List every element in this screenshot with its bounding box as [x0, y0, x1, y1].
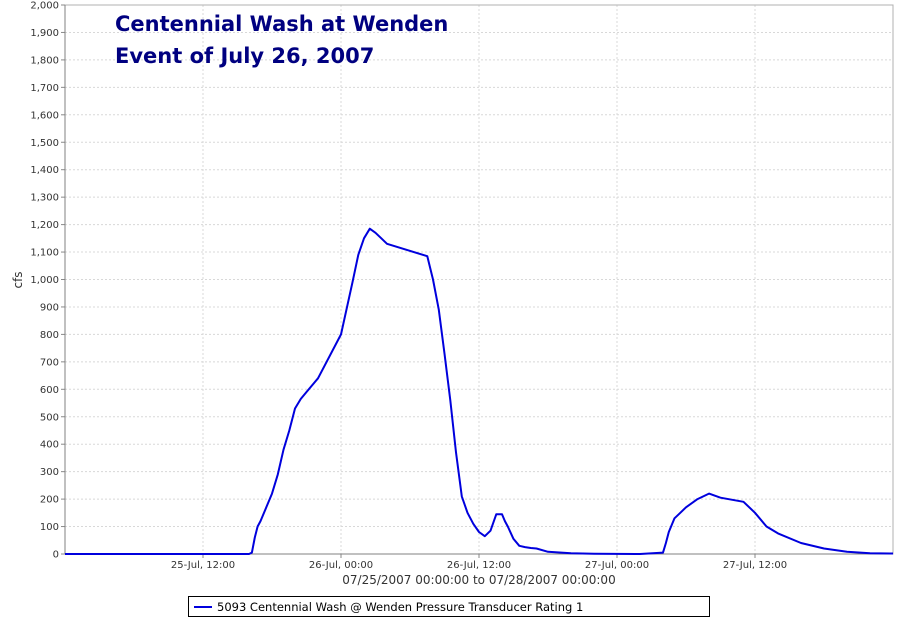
y-tick-label: 2,000 [30, 1, 59, 12]
y-axis-label: cfs [11, 271, 25, 288]
y-tick-label: 1,700 [30, 83, 59, 94]
chart-title-line-2: Event of July 26, 2007 [115, 44, 374, 68]
x-tick-label: 27-Jul, 00:00 [585, 560, 649, 571]
y-tick-label: 200 [40, 495, 59, 506]
y-axis: 0 100 200 300 400 500 600 700 800 900 1,000 1,100 1,… [30, 1, 66, 561]
y-tick-label: 1,800 [30, 55, 59, 66]
y-tick-label: 900 [40, 302, 59, 313]
series-line-0 [65, 227, 894, 555]
x-axis-label: 07/25/2007 00:00:00 to 07/28/2007 00:00:… [342, 573, 615, 587]
y-tick-label: 1,600 [30, 110, 59, 121]
x-tick-label: 27-Jul, 12:00 [723, 560, 787, 571]
y-tick-label: 700 [40, 357, 59, 368]
y-tick-label: 100 [40, 522, 59, 533]
chart-title-line-1: Centennial Wash at Wenden [115, 12, 448, 36]
series-layer [65, 227, 894, 555]
y-tick-label: 1,400 [30, 165, 59, 176]
x-tick-label: 26-Jul, 12:00 [447, 560, 511, 571]
y-tick-label: 0 [53, 550, 59, 561]
x-tick-label: 25-Jul, 12:00 [171, 560, 235, 571]
y-tick-label: 1,200 [30, 220, 59, 231]
y-tick-label: 500 [40, 412, 59, 423]
legend: 5093 Centennial Wash @ Wenden Pressure T… [188, 596, 710, 617]
y-tick-label: 800 [40, 330, 59, 341]
y-tick-label: 1,300 [30, 193, 59, 204]
y-tick-label: 1,500 [30, 138, 59, 149]
y-tick-label: 1,100 [30, 248, 59, 259]
x-axis: 25-Jul, 12:00 26-Jul, 00:00 26-Jul, 12:00 2… [65, 553, 893, 571]
x-tick-label: 26-Jul, 00:00 [309, 560, 373, 571]
legend-label: 5093 Centennial Wash @ Wenden Pressure T… [217, 599, 584, 614]
y-tick-label: 300 [40, 467, 59, 478]
y-tick-label: 1,900 [30, 28, 59, 39]
y-tick-label: 600 [40, 385, 59, 396]
legend-swatch [194, 605, 212, 608]
y-tick-label: 400 [40, 440, 59, 451]
y-tick-label: 1,000 [30, 275, 59, 286]
grid [64, 4, 894, 555]
